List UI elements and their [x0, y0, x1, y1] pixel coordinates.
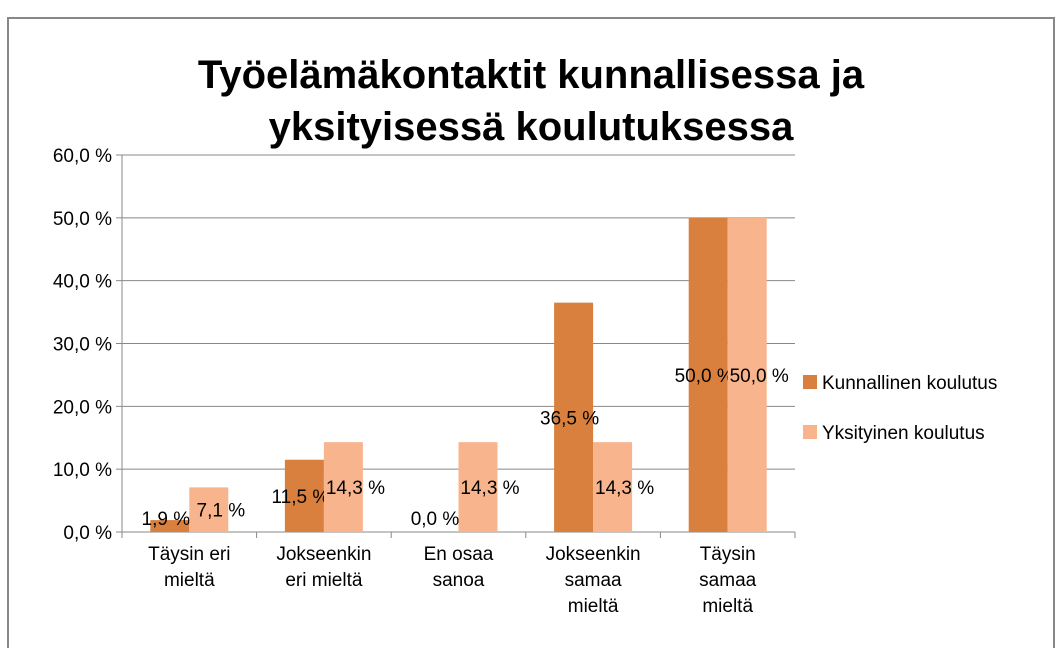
- y-tick-label: 20,0 %: [53, 397, 112, 418]
- bar: [727, 217, 767, 533]
- y-tick-label: 60,0 %: [53, 146, 112, 167]
- y-tick-label: 30,0 %: [53, 335, 112, 356]
- y-tick-label: 0,0 %: [63, 523, 112, 544]
- chart-title: Työelämäkontaktit kunnallisessa ja yksity…: [198, 53, 865, 149]
- legend-label: Yksityinen koulutus: [822, 423, 985, 444]
- data-label: 14,3 %: [326, 478, 385, 499]
- data-label: 50,0 %: [675, 366, 734, 387]
- data-label: 0,0 %: [411, 509, 460, 530]
- data-label: 14,3 %: [460, 478, 519, 499]
- x-tick-label: Täysin eri mieltä: [148, 544, 230, 591]
- bar: [189, 487, 229, 532]
- bar: [593, 442, 633, 532]
- bar: [323, 442, 363, 532]
- bar: [458, 442, 498, 532]
- x-tick-label: En osaa sanoa: [424, 544, 494, 591]
- chart-border: [7, 17, 1055, 653]
- data-label: 36,5 %: [540, 408, 599, 429]
- y-tick-label: 40,0 %: [53, 272, 112, 293]
- legend-swatch: [803, 425, 817, 439]
- bar: [688, 217, 728, 533]
- y-tick-label: 10,0 %: [53, 460, 112, 481]
- x-tick-label: Täysin samaa mieltä: [699, 544, 756, 617]
- bar: [150, 520, 190, 532]
- legend-swatch: [803, 375, 817, 389]
- bar: [284, 459, 324, 532]
- y-tick-label: 50,0 %: [53, 209, 112, 230]
- x-tick-label: Jokseenkin eri mieltä: [276, 544, 371, 591]
- data-label: 14,3 %: [595, 478, 654, 499]
- data-label: 11,5 %: [272, 487, 330, 508]
- data-label: 50,0 %: [730, 366, 789, 387]
- bar: [554, 302, 594, 532]
- x-tick-label: Jokseenkin samaa mieltä: [546, 544, 641, 617]
- data-label: 7,1 %: [197, 501, 246, 522]
- data-label: 1,9 %: [142, 509, 191, 530]
- legend-label: Kunnallinen koulutus: [822, 373, 997, 394]
